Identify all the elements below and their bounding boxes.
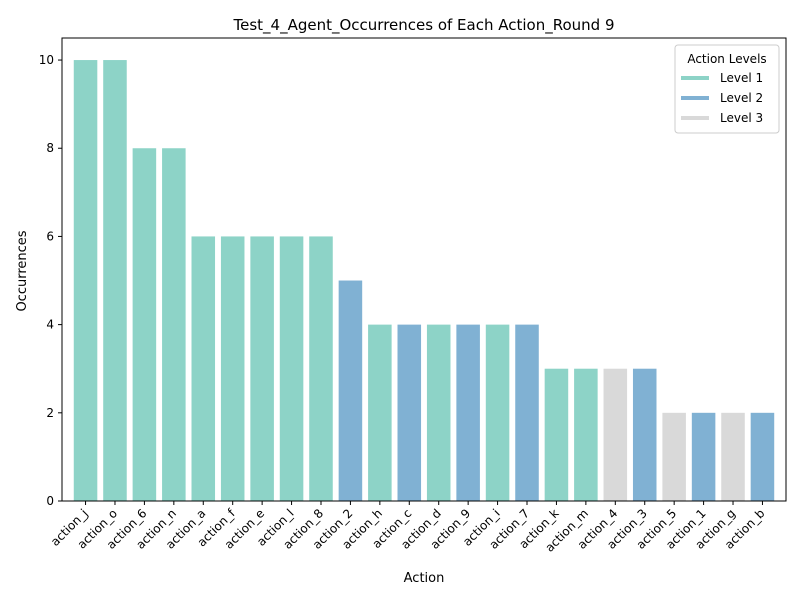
legend-title: Action Levels: [687, 52, 766, 66]
bar-action_d: [426, 324, 451, 501]
bar-action_8: [309, 236, 333, 501]
bar-action_7: [515, 324, 539, 501]
legend: Action Levels Level 1 Level 2 Level 3: [674, 44, 780, 134]
bar-action_m: [574, 368, 598, 501]
y-tick-label: 6: [46, 229, 54, 243]
bar-action_f: [220, 236, 245, 501]
bar-action_b: [750, 412, 775, 501]
legend-box: [674, 44, 780, 134]
bar-action_l: [279, 236, 304, 501]
plot-frame: [61, 37, 787, 502]
bar-action_c: [397, 324, 422, 501]
bar-action_e: [250, 236, 274, 501]
bar-action_1: [691, 412, 716, 501]
legend-entry-label: Level 3: [720, 111, 763, 125]
legend-entry-label: Level 2: [720, 91, 763, 105]
legend-entry-label: Level 1: [720, 71, 763, 85]
bars-layer: [73, 60, 775, 502]
y-tick-label: 4: [46, 318, 54, 332]
bar-action_4: [603, 368, 628, 501]
bar-action_i: [485, 324, 510, 501]
x-axis-label: Action: [404, 571, 445, 586]
bar-action_6: [132, 148, 157, 502]
y-tick-label: 8: [46, 141, 54, 155]
bar-action_n: [162, 148, 186, 502]
y-axis-label: Occurrences: [15, 230, 30, 311]
bar-action_k: [544, 368, 569, 501]
bar-action_9: [456, 324, 480, 501]
bar-action_o: [103, 60, 127, 502]
chart-title: Test_4_Agent_Occurrences of Each Action_…: [233, 16, 615, 35]
bar-action_g: [721, 412, 745, 501]
y-tick-label: 2: [46, 406, 54, 420]
y-tick-label: 0: [46, 494, 54, 508]
bar-action_5: [662, 412, 686, 501]
bar-action_j: [73, 60, 98, 502]
bar-action_h: [368, 324, 392, 501]
y-tick-label: 10: [39, 53, 54, 67]
bar-action_a: [191, 236, 216, 501]
bar-action_2: [338, 280, 363, 501]
bar-action_3: [632, 368, 657, 501]
